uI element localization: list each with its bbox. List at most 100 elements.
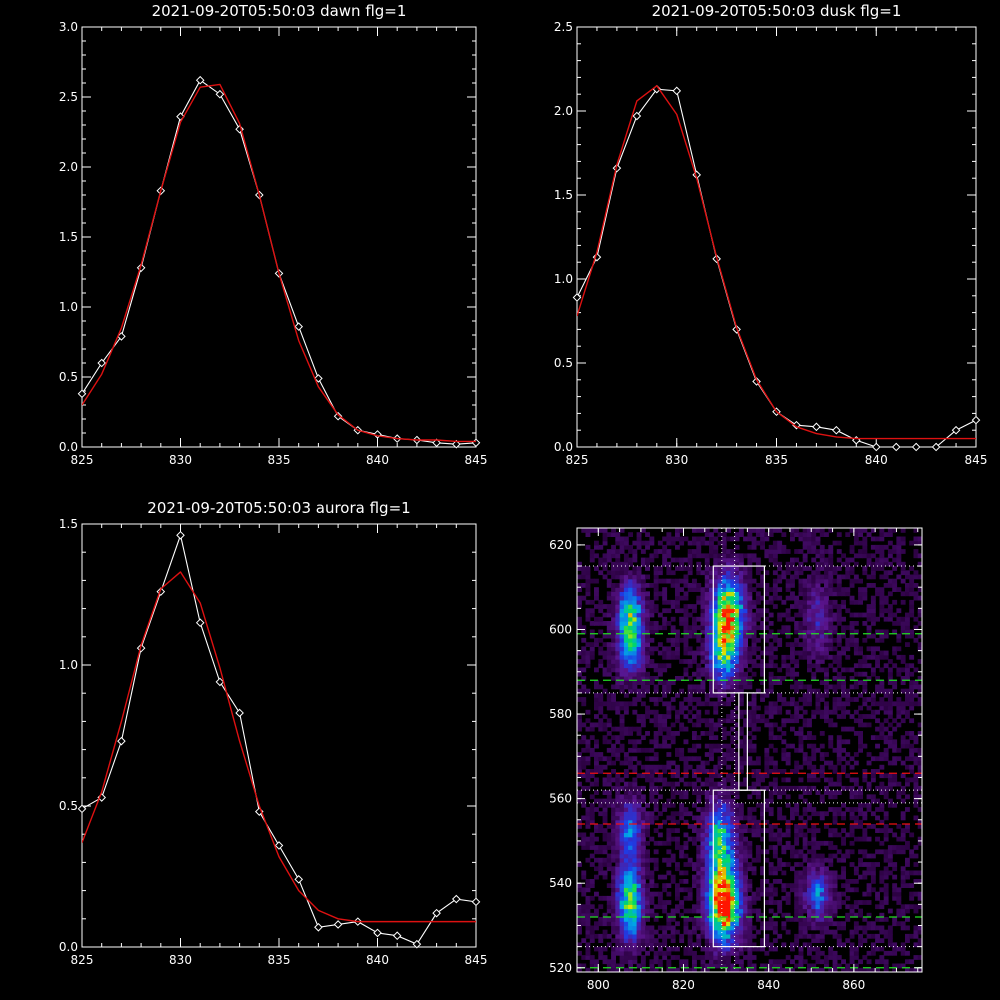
y-tick-label: 1.0 [59,300,78,314]
data-point-marker [432,908,441,918]
data-point-marker [314,374,323,383]
plot-frame [81,523,477,948]
panel-title: 2021-09-20T05:50:03 dawn flg=1 [152,2,407,20]
data-point-marker [971,415,981,425]
x-tick-label: 835 [765,453,788,467]
data-point-marker [195,618,205,628]
data-point-marker [871,442,881,452]
y-tick-label: 540 [549,876,572,890]
y-tick-label: 1.5 [59,230,78,244]
fit-curve-line [82,83,476,443]
data-point-marker [77,389,87,399]
y-tick-label: 1.5 [554,188,573,202]
x-tick-label: 830 [169,953,192,967]
y-tick-label: 2.5 [59,90,78,104]
y-tick-label: 1.0 [59,658,78,672]
y-tick-label: 1.0 [554,272,573,286]
x-tick-label: 860 [842,978,865,992]
data-point-marker [176,530,185,540]
data-point-marker [612,163,622,173]
data-point-marker [215,89,225,99]
fit-curve-line [82,571,476,923]
x-tick-label: 840 [366,953,389,967]
x-tick-label: 800 [587,978,610,992]
data-point-marker [373,928,382,938]
spectrum-panel-1: 825 830 835 840 845 0.0 0.5 1.0 1.5 2.0 2.5 2021-09… [554,2,988,467]
y-tick-label: 560 [549,792,572,806]
data-point-marker [97,358,107,368]
data-point-marker [792,420,801,430]
y-tick-label: 0.0 [59,940,78,954]
data-point-marker [832,425,841,435]
data-point-marker [77,804,87,814]
data-point-marker [156,587,166,596]
data-point-marker [314,922,323,932]
y-tick-label: 1.5 [59,517,78,531]
x-tick-label: 820 [672,978,695,992]
data-point-marker [235,708,244,718]
x-tick-label: 840 [366,453,389,467]
plot-frame [576,26,977,448]
data-point-marker [632,111,642,121]
y-tick-label: 580 [549,707,572,721]
x-tick-label: 830 [169,453,192,467]
y-tick-label: 520 [549,961,572,975]
data-point-marker [891,442,901,452]
data-point-marker [294,322,304,331]
panel-title: 2021-09-20T05:50:03 aurora flg=1 [147,499,410,517]
plot-frame [81,26,477,448]
data-point-marker [333,411,343,421]
y-tick-label: 600 [549,622,572,636]
x-tick-label: 825 [71,953,94,967]
data-point-marker [451,894,461,904]
data-point-marker [931,442,941,452]
x-tick-label: 845 [965,453,988,467]
data-point-marker [432,438,441,448]
y-tick-label: 2.0 [554,104,573,118]
data-point-marker [195,75,205,85]
x-tick-label: 845 [465,953,488,967]
region-box [738,692,748,791]
y-tick-label: 0.5 [59,799,78,813]
spectrum-panel-2: 825 830 835 840 845 0.0 0.5 1.0 1.5 2021-09-20T05… [59,499,488,967]
x-tick-label: 835 [268,953,291,967]
image-panel: 800 820 840 860 520 540 560 580 600 620 [549,527,923,992]
data-point-marker [294,875,304,884]
data-point-marker [274,841,284,850]
plot-frame [576,527,923,973]
data-curve-line [82,79,476,445]
panel-title: 2021-09-20T05:50:03 dusk flg=1 [652,2,902,20]
x-tick-label: 840 [757,978,780,992]
data-point-marker [471,897,481,907]
data-point-marker [911,442,921,452]
data-point-marker [136,263,146,273]
overlay-lines [577,528,922,972]
y-tick-label: 2.0 [59,160,78,174]
y-tick-label: 0.5 [59,370,78,384]
data-point-marker [412,939,422,949]
fit-curve-line [577,85,976,440]
data-point-marker [572,293,582,302]
data-point-marker [812,422,821,432]
x-tick-label: 845 [465,453,488,467]
data-point-marker [392,931,402,941]
data-point-marker [951,425,961,435]
data-curve-line [577,88,976,447]
data-point-marker [752,377,761,386]
y-tick-label: 0.5 [554,356,573,370]
x-tick-label: 825 [566,453,589,467]
data-point-marker [471,438,481,448]
data-point-marker [451,439,461,449]
data-curve-line [82,533,476,945]
x-tick-label: 835 [268,453,291,467]
y-tick-label: 2.5 [554,20,573,34]
data-point-marker [592,252,602,262]
heatmap-cells [577,528,922,972]
x-tick-label: 825 [71,453,94,467]
x-tick-label: 840 [865,453,888,467]
data-point-marker [333,920,343,929]
y-tick-label: 0.0 [59,440,78,454]
data-point-marker [215,677,225,687]
data-point-marker [672,86,682,96]
